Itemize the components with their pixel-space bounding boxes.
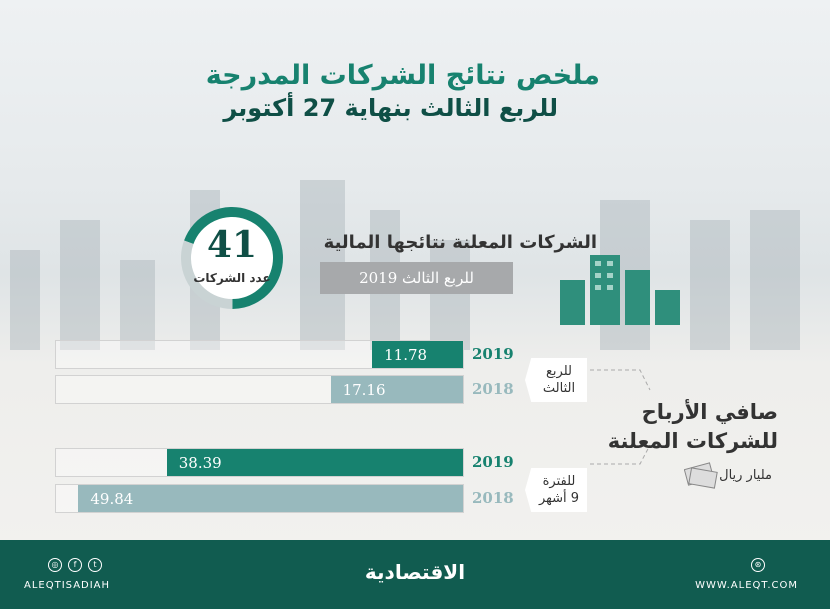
group-label-nine-months: للفترة 9 أشهر xyxy=(525,468,587,512)
connector-lines xyxy=(590,369,651,465)
year-label: 2019 xyxy=(472,453,514,471)
chart-title: صافي الأرباح للشركات المعلنة xyxy=(607,400,778,453)
company-count: 41 xyxy=(206,224,258,266)
twitter-icon[interactable]: t xyxy=(88,558,102,572)
bar-2019: 38.39 xyxy=(166,449,463,476)
unit-label: مليار ريال xyxy=(719,468,772,483)
money-icon xyxy=(684,462,718,489)
year-label: 2018 xyxy=(472,380,514,398)
footer: ◎ f t ALEQTISADIAH الاقتصادية ⊛ WWW.ALEQ… xyxy=(0,540,830,609)
year-label: 2018 xyxy=(472,489,514,507)
logo: الاقتصادية xyxy=(364,560,466,584)
instagram-icon[interactable]: ◎ xyxy=(48,558,62,572)
group-label-quarter: للربع الثالث xyxy=(525,358,587,402)
social-handle: ALEQTISADIAH xyxy=(24,580,111,591)
facebook-icon[interactable]: f xyxy=(68,558,82,572)
bar-track: 17.16 xyxy=(55,375,464,404)
web-icon: ⊛ xyxy=(751,558,765,572)
bar-2018: 49.84 xyxy=(78,485,463,512)
infographic-subtitle: للربع الثالث بنهاية 27 أكتوبر xyxy=(223,94,558,122)
website-link[interactable]: WWW.ALEQT.COM xyxy=(695,580,798,591)
announced-label: الشركات المعلنة نتائجها المالية xyxy=(323,232,597,253)
company-count-label: عدد الشركات xyxy=(193,271,271,285)
bar-track: 38.39 xyxy=(55,448,464,477)
year-label: 2019 xyxy=(472,345,514,363)
count-ring xyxy=(181,207,283,309)
bar-2019: 11.78 xyxy=(372,341,463,368)
bar-2018: 17.16 xyxy=(330,376,463,403)
period-label: للربع الثالث 2019 xyxy=(320,262,513,294)
buildings-icon xyxy=(560,255,680,325)
infographic-title: ملخص نتائج الشركات المدرجة xyxy=(205,60,600,91)
bar-track: 49.84 xyxy=(55,484,464,513)
bar-track: 11.78 xyxy=(55,340,464,369)
